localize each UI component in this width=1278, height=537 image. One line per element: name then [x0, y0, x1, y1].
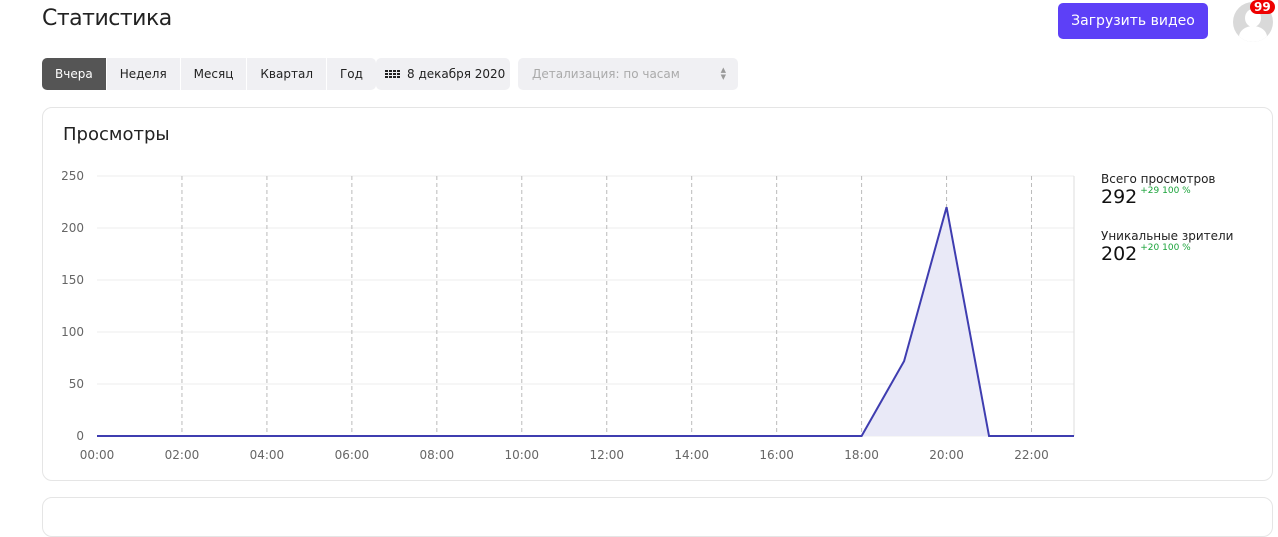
stat-delta: +29 100 % [1140, 186, 1191, 196]
date-picker[interactable]: 8 декабря 2020 [376, 58, 510, 90]
y-tick-label: 250 [61, 169, 84, 183]
x-tick-label: 08:00 [420, 448, 455, 462]
y-tick-label: 200 [61, 221, 84, 235]
date-label: 8 декабря 2020 [407, 67, 506, 81]
y-tick-label: 100 [61, 325, 84, 339]
views-card: Просмотры Всего просмотров 292 +29 100 % … [42, 107, 1273, 481]
page-title: Статистика [42, 6, 172, 31]
tab-year[interactable]: Год [326, 58, 376, 90]
x-tick-label: 22:00 [1014, 448, 1049, 462]
upload-video-button[interactable]: Загрузить видео [1058, 3, 1208, 39]
tab-yesterday[interactable]: Вчера [42, 58, 106, 90]
x-tick-label: 14:00 [674, 448, 709, 462]
series-line [97, 206, 1074, 437]
area-fill [97, 207, 1074, 436]
x-tick-label: 18:00 [844, 448, 879, 462]
calendar-icon [385, 70, 400, 78]
notification-badge: 99 [1250, 0, 1275, 14]
sort-arrows-icon: ▲ ▼ [720, 66, 726, 81]
tab-month[interactable]: Месяц [180, 58, 247, 90]
x-tick-label: 10:00 [504, 448, 539, 462]
x-tick-label: 06:00 [335, 448, 370, 462]
tab-quarter[interactable]: Квартал [247, 58, 326, 90]
y-tick-label: 50 [69, 377, 84, 391]
views-title: Просмотры [63, 124, 170, 145]
detail-select[interactable]: Детализация: по часам ▲ ▼ [518, 58, 738, 90]
x-tick-label: 00:00 [80, 448, 115, 462]
stat-unique-viewers: Уникальные зрители 202 +20 100 % [1101, 229, 1233, 265]
stat-label: Уникальные зрители [1101, 229, 1234, 243]
period-tabs: Вчера Неделя Месяц Квартал Год [42, 58, 377, 90]
stat-delta: +20 100 % [1140, 243, 1191, 253]
detail-placeholder: Детализация: по часам [532, 67, 680, 81]
stat-total-views: Всего просмотров 292 +29 100 % [1101, 172, 1216, 208]
y-tick-label: 0 [76, 429, 84, 443]
x-tick-label: 04:00 [250, 448, 285, 462]
y-tick-label: 150 [61, 273, 84, 287]
x-tick-label: 16:00 [759, 448, 794, 462]
x-tick-label: 02:00 [165, 448, 200, 462]
tab-week[interactable]: Неделя [106, 58, 180, 90]
x-tick-label: 20:00 [929, 448, 964, 462]
stat-label: Всего просмотров [1101, 172, 1216, 186]
stat-value: 292 [1101, 186, 1138, 208]
x-tick-label: 12:00 [589, 448, 624, 462]
views-chart: 0 50 100 150 200 250 00:00 02:00 04:00 06:00 08:00… [61, 169, 1075, 462]
stat-value: 202 [1101, 243, 1138, 265]
